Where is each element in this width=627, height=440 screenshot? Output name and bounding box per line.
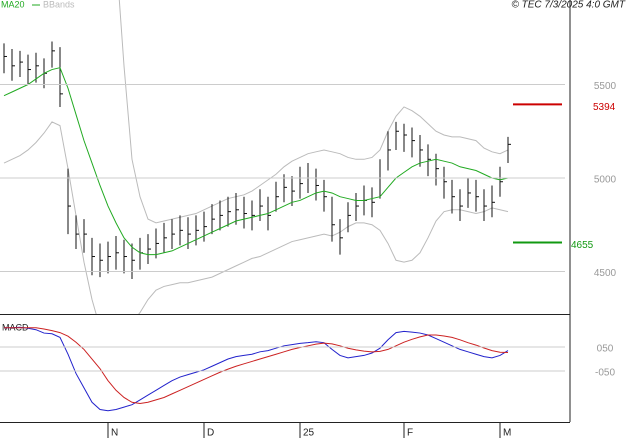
y-tick-label: 5000 <box>594 175 617 186</box>
legend-label: BBands <box>43 0 75 9</box>
y-tick-label: 5500 <box>594 81 617 92</box>
legend-label: MA20 <box>1 0 25 9</box>
macd-line <box>4 327 509 404</box>
bband-upper <box>118 0 509 224</box>
bband-lower <box>3 121 509 314</box>
x-tick-label: D <box>207 428 214 439</box>
y-tick-label: 4500 <box>594 268 617 279</box>
x-tick-label: F <box>407 428 413 439</box>
y-tick-label: -050 <box>595 368 615 379</box>
x-tick-label: M <box>503 428 511 439</box>
ma-line <box>3 67 509 256</box>
price-panel <box>3 0 511 314</box>
macd-panel <box>4 326 509 412</box>
level-label: 5394 <box>593 102 616 113</box>
macd-line <box>4 326 509 412</box>
chart-title: © TEC 7/3/2025 4:0 GMT <box>511 0 625 11</box>
x-tick-label: 25 <box>303 428 315 439</box>
x-tick-label: N <box>111 428 118 439</box>
y-tick-label: 050 <box>597 344 614 355</box>
level-label: 4655 <box>571 240 594 251</box>
